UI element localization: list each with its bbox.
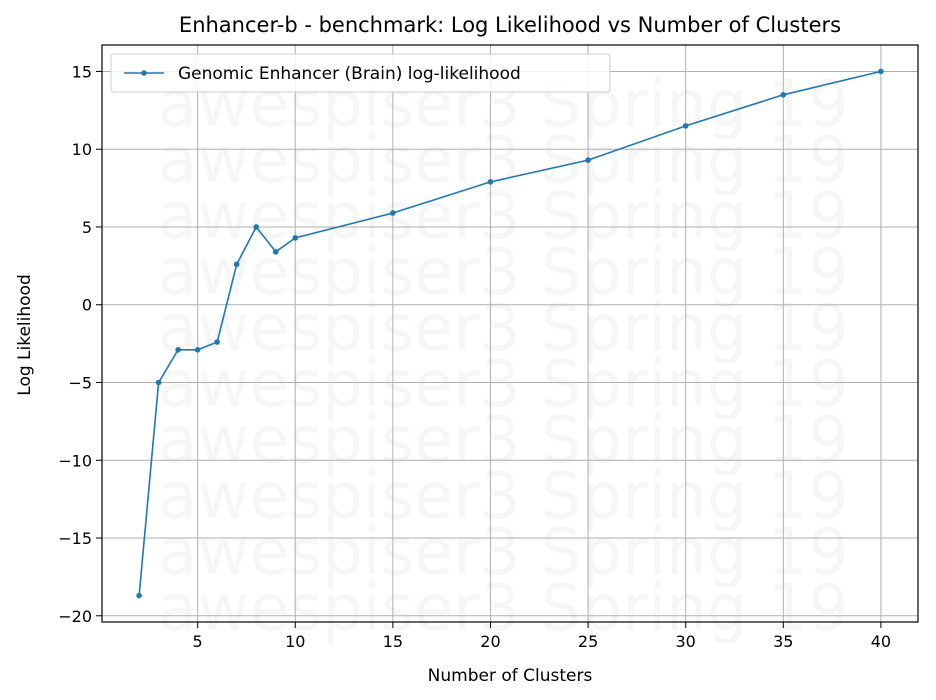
data-point [390, 210, 396, 216]
y-tick-label: 15 [72, 62, 92, 81]
watermark-text: awespiser3 Spring 19 [158, 572, 849, 646]
x-tick-label: 5 [193, 632, 203, 651]
x-ticks: 5 10 15 20 25 30 35 40 [193, 622, 891, 651]
y-tick-label: −5 [68, 373, 92, 392]
series-layer [136, 68, 884, 599]
x-tick-label: 20 [480, 632, 500, 651]
x-tick-label: 15 [383, 632, 403, 651]
x-tick-label: 30 [676, 632, 696, 651]
data-point [194, 347, 201, 353]
grid [102, 45, 918, 622]
data-point [780, 91, 787, 98]
data-point [155, 379, 162, 386]
legend-label: Genomic Enhancer (Brain) log-likelihood [178, 64, 521, 84]
x-axis-label: Number of Clusters [428, 666, 593, 686]
legend-marker [141, 70, 147, 76]
y-axis-label: Log Likelihood [15, 274, 35, 395]
y-tick-label: −10 [58, 451, 92, 470]
legend: Genomic Enhancer (Brain) log-likelihood [110, 53, 611, 93]
x-tick-label: 10 [285, 632, 305, 651]
x-tick-label: 25 [578, 632, 598, 651]
plot-frame [101, 44, 919, 623]
y-tick-label: 10 [72, 140, 92, 159]
x-tick-label: 40 [871, 632, 891, 651]
data-point [682, 123, 689, 129]
data-point [253, 224, 260, 230]
y-ticks: −20 −15 −10 −5 0 5 10 15 [58, 62, 102, 626]
data-point [272, 249, 279, 255]
legend-box [110, 53, 611, 93]
data-point [878, 68, 884, 75]
y-tick-label: 5 [82, 218, 92, 237]
data-point [214, 339, 220, 345]
data-point [136, 592, 142, 599]
data-point [175, 347, 181, 353]
data-point [292, 235, 299, 241]
y-tick-label: 0 [82, 296, 92, 315]
x-tick-label: 35 [773, 632, 793, 651]
y-tick-label: −20 [58, 607, 92, 626]
data-point [585, 157, 591, 163]
data-point [487, 179, 494, 185]
chart-title: Enhancer-b - benchmark: Log Likelihood v… [179, 13, 841, 37]
data-point [233, 261, 240, 268]
y-tick-label: −15 [58, 529, 92, 548]
